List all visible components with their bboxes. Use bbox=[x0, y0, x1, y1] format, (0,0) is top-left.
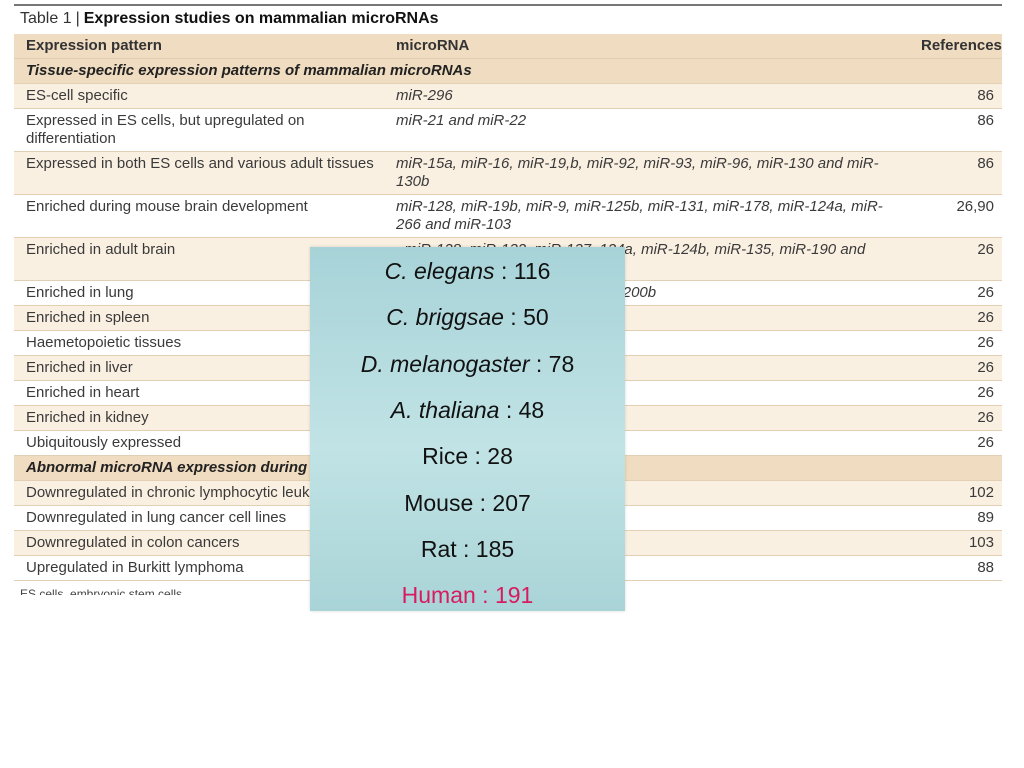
cell-references: 26 bbox=[909, 380, 1002, 406]
cell-references: 86 bbox=[909, 83, 1002, 109]
species-name: Human bbox=[401, 582, 476, 609]
cell-references: 102 bbox=[909, 480, 1002, 506]
species-separator: : bbox=[503, 304, 524, 331]
cell-references: 88 bbox=[909, 555, 1002, 581]
cell-references: 26 bbox=[909, 280, 1002, 306]
table-row: ES-cell specific miR-296 86 bbox=[14, 83, 1002, 109]
species-count-entry: C. briggsae : 50 bbox=[310, 304, 625, 331]
table-separator: | bbox=[75, 10, 80, 27]
species-count-entry: C. elegans : 116 bbox=[310, 258, 625, 285]
section-header-row: Tissue-specific expression patterns of m… bbox=[14, 58, 1002, 84]
species-name: Mouse bbox=[404, 489, 474, 516]
species-separator: : bbox=[475, 582, 495, 609]
cell-expression-pattern: Expressed in ES cells, but upregulated o… bbox=[14, 108, 384, 152]
header-microrna: microRNA bbox=[384, 34, 909, 59]
species-name: Rice bbox=[422, 443, 469, 470]
species-name: C. elegans bbox=[384, 258, 495, 284]
cell-references: 26 bbox=[909, 237, 1002, 281]
table-row: Enriched during mouse brain development m… bbox=[14, 194, 1002, 238]
species-count-entry: Rice : 28 bbox=[310, 443, 625, 470]
species-separator: : bbox=[468, 443, 488, 470]
table-title-bar: Table 1 | Expression studies on mammalian … bbox=[14, 4, 1002, 34]
cell-expression-pattern: Expressed in both ES cells and various a… bbox=[14, 151, 384, 195]
species-name: A. thaliana bbox=[390, 396, 500, 423]
section-title: Tissue-specific expression patterns of m… bbox=[14, 58, 1002, 84]
species-separator: : bbox=[473, 489, 493, 516]
cell-expression-pattern: Enriched during mouse brain development bbox=[14, 194, 384, 238]
species-count: 116 bbox=[513, 258, 551, 284]
species-name: Rat bbox=[420, 535, 457, 562]
species-count-entry: Rat : 185 bbox=[310, 536, 625, 563]
species-count-entry: Human : 191 bbox=[310, 582, 625, 609]
cell-references: 86 bbox=[909, 151, 1002, 195]
species-count: 28 bbox=[487, 443, 513, 470]
species-name: C. briggsae bbox=[386, 304, 504, 331]
table-label: Table 1 bbox=[20, 10, 72, 27]
table-row: Expressed in ES cells, but upregulated o… bbox=[14, 108, 1002, 152]
cell-references: 26,90 bbox=[909, 194, 1002, 238]
species-count-overlay: C. elegans : 116 C. briggsae : 50 D. melan… bbox=[310, 247, 625, 611]
header-expression-pattern: Expression pattern bbox=[14, 34, 384, 59]
table-footnote: ES cells, embryonic stem cells. bbox=[20, 587, 186, 595]
species-count: 207 bbox=[492, 489, 531, 516]
species-count: 185 bbox=[475, 535, 515, 562]
species-separator: : bbox=[494, 258, 514, 284]
species-count: 48 bbox=[518, 396, 545, 423]
header-references: References bbox=[909, 34, 1002, 59]
cell-references: 26 bbox=[909, 330, 1002, 356]
species-count: 191 bbox=[494, 582, 534, 609]
species-count: 78 bbox=[548, 350, 575, 377]
cell-references: 103 bbox=[909, 530, 1002, 556]
species-count: 50 bbox=[523, 304, 549, 331]
cell-references: 26 bbox=[909, 305, 1002, 331]
cell-references: 26 bbox=[909, 405, 1002, 431]
cell-references: 86 bbox=[909, 108, 1002, 152]
cell-microrna: miR-128, miR-19b, miR-9, miR-125b, miR-1… bbox=[384, 194, 909, 238]
species-separator: : bbox=[499, 396, 519, 423]
table-row: Enriched in adult brain, miR-128, miR-13… bbox=[14, 237, 1002, 281]
species-count-entry: A. thaliana : 48 bbox=[310, 397, 625, 424]
table-header-row: Expression pattern microRNA References bbox=[14, 34, 1002, 59]
cell-microrna: miR-15a, miR-16, miR-19,b, miR-92, miR-9… bbox=[384, 151, 909, 195]
species-name: D. melanogaster bbox=[360, 350, 530, 377]
cell-expression-pattern: ES-cell specific bbox=[14, 83, 384, 109]
cell-references: 26 bbox=[909, 355, 1002, 381]
cell-references: 26 bbox=[909, 430, 1002, 456]
cell-microrna: miR-21 and miR-22 bbox=[384, 108, 909, 152]
species-separator: : bbox=[529, 350, 549, 377]
table-title: Expression studies on mammalian microRNA… bbox=[83, 10, 439, 27]
cell-microrna: miR-296 bbox=[384, 83, 909, 109]
table-row: Expressed in both ES cells and various a… bbox=[14, 151, 1002, 195]
species-count-entry: Mouse : 207 bbox=[310, 490, 625, 517]
species-count-entry: D. melanogaster : 78 bbox=[310, 351, 625, 378]
species-separator: : bbox=[456, 535, 476, 562]
cell-references: 89 bbox=[909, 505, 1002, 531]
